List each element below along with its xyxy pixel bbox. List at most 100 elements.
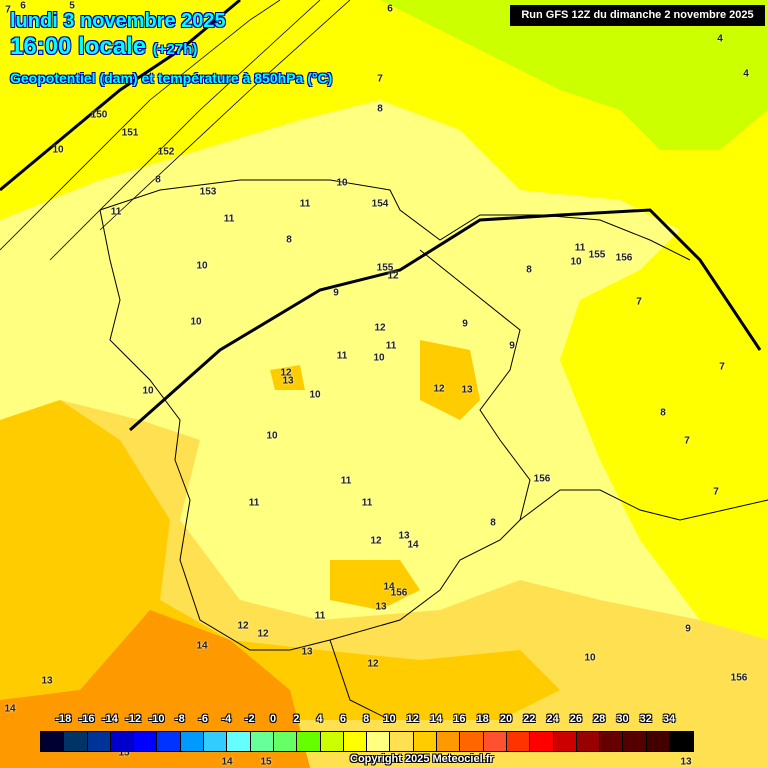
color-scale-tick: 10 xyxy=(383,713,396,725)
color-scale-swatch xyxy=(506,732,531,751)
map-value-label: 14 xyxy=(4,703,16,715)
color-scale-tick: 12 xyxy=(406,713,419,725)
geopotential-contour-thick xyxy=(0,0,762,432)
map-value-label: 10 xyxy=(190,316,202,328)
map-value-label: 9 xyxy=(685,623,691,635)
map-value-label: 12 xyxy=(367,658,379,670)
color-scale-tick: 30 xyxy=(616,713,629,725)
forecast-time: 16:00 locale (+27h) xyxy=(10,33,197,61)
color-scale-swatch xyxy=(646,732,671,751)
map-value-label: 12 xyxy=(237,620,249,632)
forecast-date: lundi 3 novembre 2025 xyxy=(10,10,226,32)
copyright: Copyright 2025 Meteociel.fr xyxy=(350,753,494,765)
color-scale-tick: -16 xyxy=(78,713,95,725)
zone-green xyxy=(380,0,768,150)
color-scale-tick: -10 xyxy=(148,713,165,725)
color-scale-tick: -2 xyxy=(244,713,255,725)
map-value-label: 7 xyxy=(719,361,725,373)
map-value-label: 12 xyxy=(280,367,292,379)
map-value-label: 9 xyxy=(509,340,515,352)
map-value-label: 10 xyxy=(373,352,385,364)
color-scale-swatch xyxy=(320,732,344,751)
map-value-label: 10 xyxy=(266,430,278,442)
color-scale-swatch xyxy=(250,732,274,751)
color-scale-swatch xyxy=(343,732,368,751)
color-scale-tick: -6 xyxy=(198,713,208,725)
map-value-label: 12 xyxy=(370,535,382,547)
map-value-label: 10 xyxy=(309,389,321,401)
color-scale-swatch xyxy=(553,732,577,751)
map-value-label: 13 xyxy=(301,646,313,658)
map-value-label: 13 xyxy=(461,384,473,396)
color-scale-swatch xyxy=(670,732,694,751)
color-scale-tick: 8 xyxy=(363,713,370,725)
color-scale-tick: 2 xyxy=(293,713,300,725)
color-scale-tick: -12 xyxy=(125,713,142,725)
map-value-label: 14 xyxy=(383,581,395,593)
map-value-label: 10 xyxy=(142,385,154,397)
coastlines xyxy=(99,179,768,721)
map-value-label: 8 xyxy=(526,264,532,276)
color-scale-swatch xyxy=(227,732,251,751)
map-value-label: 8 xyxy=(377,103,383,115)
color-scale-tick: 34 xyxy=(662,713,676,725)
color-scale-tick: 32 xyxy=(639,713,652,725)
color-scale-swatch xyxy=(460,732,484,751)
map-value-label: 10 xyxy=(336,177,348,189)
zone-warm-spots xyxy=(270,340,480,610)
map-value-label: 151 xyxy=(121,127,139,139)
color-scale-swatch xyxy=(41,732,65,751)
map-value-label: 8 xyxy=(660,407,666,419)
map-value-label: 11 xyxy=(361,497,373,509)
map-value-label: 14 xyxy=(221,756,233,768)
map-value-label: 15 xyxy=(260,756,272,768)
map-value-label: 8 xyxy=(155,174,161,186)
map-value-label: 13 xyxy=(41,675,53,687)
map-value-label: 150 xyxy=(90,109,108,121)
color-scale-tick: 14 xyxy=(429,713,443,725)
map-value-label: 11 xyxy=(299,198,311,210)
map-value-label: 5 xyxy=(69,0,75,12)
zone-dark-orange xyxy=(0,610,310,768)
map-value-label: 10 xyxy=(196,260,208,272)
forecast-offset: (+27h) xyxy=(152,41,198,58)
color-scale-tick: 16 xyxy=(453,713,466,725)
color-scale-tick: 4 xyxy=(316,713,323,725)
map-value-label: 10 xyxy=(52,144,64,156)
map-value-label: 7 xyxy=(636,296,642,308)
color-scale-tick: -8 xyxy=(174,713,185,725)
map-value-label: 11 xyxy=(340,475,352,487)
color-scale-swatch xyxy=(483,732,507,751)
map-value-label: 11 xyxy=(314,610,326,622)
color-scale-swatch xyxy=(367,732,391,751)
color-scale-swatch xyxy=(390,732,414,751)
map-value-label: 155 xyxy=(588,249,606,261)
map-value-label: 155 xyxy=(376,262,394,274)
map-value-label: 7 xyxy=(684,435,690,447)
parameter-title: Geopotentiel (dam) et température à 850h… xyxy=(10,70,333,86)
map-value-label: 11 xyxy=(223,213,235,225)
map-value-label: 8 xyxy=(490,517,496,529)
color-scale-tick: 26 xyxy=(569,713,583,725)
map-value-label: 13 xyxy=(375,601,387,613)
map-value-label: 154 xyxy=(371,198,389,210)
color-scale-swatch xyxy=(437,732,461,751)
color-scale-tick: 22 xyxy=(523,713,536,725)
map-value-label: 7 xyxy=(5,4,11,16)
map-value-label: 156 xyxy=(533,473,551,485)
map-value-label: 12 xyxy=(257,628,269,640)
color-scale-tick: 24 xyxy=(546,713,559,725)
color-scale-swatch xyxy=(413,732,438,751)
color-scale-swatch xyxy=(64,732,88,751)
map-value-label: 10 xyxy=(584,652,596,664)
map-value-label: 15 xyxy=(118,747,130,759)
color-scale-swatch xyxy=(157,732,181,751)
map-value-label: 12 xyxy=(387,270,399,282)
geopotential-contours xyxy=(0,0,351,261)
map-value-label: 11 xyxy=(336,350,348,362)
map-value-label: 11 xyxy=(110,206,122,218)
map-value-label: 4 xyxy=(743,68,749,80)
map-value-label: 4 xyxy=(717,33,723,45)
color-scale-tick: 18 xyxy=(476,713,489,725)
color-scale-tick: -4 xyxy=(221,713,232,725)
